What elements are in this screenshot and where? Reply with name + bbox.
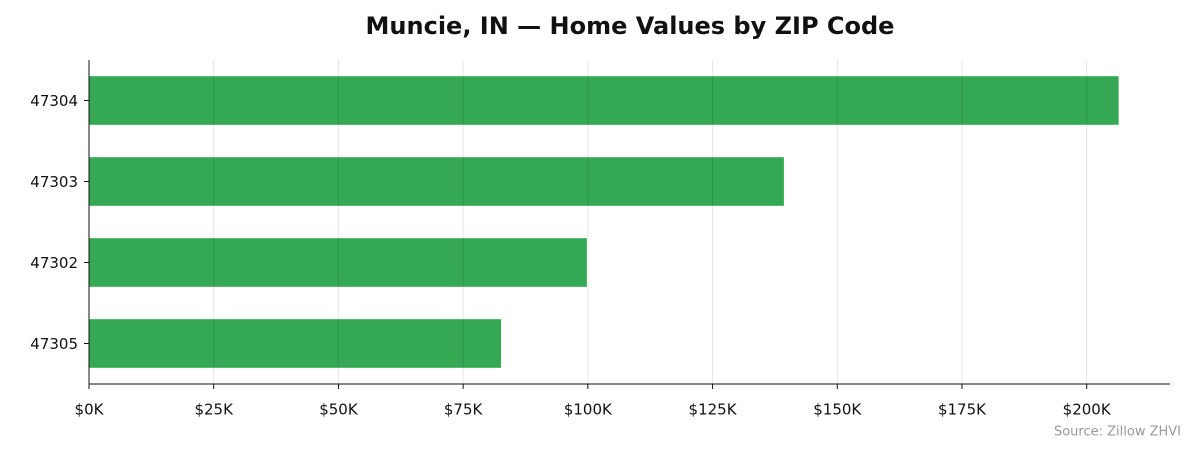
bar <box>89 157 784 206</box>
y-tick-label: 47303 <box>30 173 78 191</box>
x-tick-label: $75K <box>444 401 484 419</box>
x-tick-label: $175K <box>938 401 987 419</box>
x-tick-label: $0K <box>75 401 105 419</box>
y-tick-label: 47304 <box>30 92 78 110</box>
x-tick-label: $125K <box>689 401 738 419</box>
bar <box>89 76 1119 125</box>
x-tick-label: $50K <box>319 401 359 419</box>
y-tick-label: 47305 <box>30 335 78 353</box>
y-tick-label: 47302 <box>30 254 78 272</box>
source-note: Source: Zillow ZHVI <box>1054 425 1181 440</box>
bar <box>89 319 502 368</box>
x-tick-label: $150K <box>813 401 862 419</box>
bar <box>89 238 587 287</box>
chart-title: Muncie, IN — Home Values by ZIP Code <box>366 12 895 40</box>
x-tick-label: $100K <box>564 401 613 419</box>
x-tick-label: $200K <box>1063 401 1112 419</box>
x-tick-label: $25K <box>194 401 234 419</box>
